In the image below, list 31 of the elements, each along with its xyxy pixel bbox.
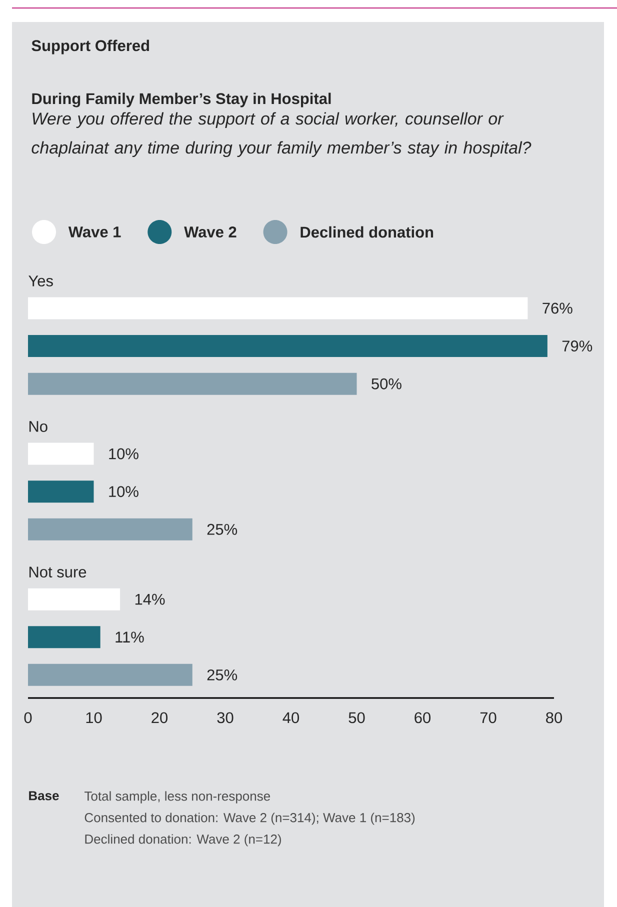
- x-tick-label: 50: [348, 712, 365, 724]
- chart-subtitle: During Family Member’s Stay in Hospital: [32, 92, 331, 108]
- x-tick-label: 10: [86, 712, 102, 724]
- data-label: 50%: [372, 378, 402, 390]
- text: Consented to donation: Wave 2 (n=314); Wave 1 (n=183): [84, 812, 415, 825]
- y-tick-label: Not sure: [29, 566, 86, 578]
- y-tick-label: No: [29, 421, 48, 432]
- x-tick-label: 0: [24, 712, 32, 724]
- data-label: 10%: [109, 486, 138, 498]
- legend-label: Declined donation: [300, 226, 434, 238]
- data-label: 14%: [135, 594, 165, 605]
- x-tick-label: 70: [480, 712, 496, 724]
- x-tick-label: 80: [546, 712, 562, 724]
- data-label: 10%: [109, 448, 138, 460]
- text: Base: [29, 791, 59, 800]
- text: Declined donation: Wave 2 (n=12): [85, 834, 281, 846]
- data-label: 11%: [116, 632, 144, 643]
- text: Were you offered the support of a social worker, counsellor or chaplainat any time during your family member’s stay in hospital?: [32, 112, 532, 158]
- y-tick-label: Yes: [28, 276, 53, 286]
- text: Total sample, less non-response: [84, 791, 270, 804]
- x-tick-label: 60: [414, 712, 431, 724]
- x-tick-label: 30: [217, 712, 234, 724]
- legend-label: Wave 1: [68, 226, 121, 238]
- data-label: 79%: [562, 340, 592, 352]
- x-tick-label: 40: [282, 712, 300, 724]
- chart-title: Support Offered: [32, 40, 150, 54]
- legend-label: Wave 2: [184, 226, 236, 238]
- data-label: 25%: [207, 669, 238, 680]
- data-label: 76%: [542, 302, 572, 314]
- data-label: 25%: [207, 524, 238, 535]
- x-tick-label: 20: [152, 712, 168, 724]
